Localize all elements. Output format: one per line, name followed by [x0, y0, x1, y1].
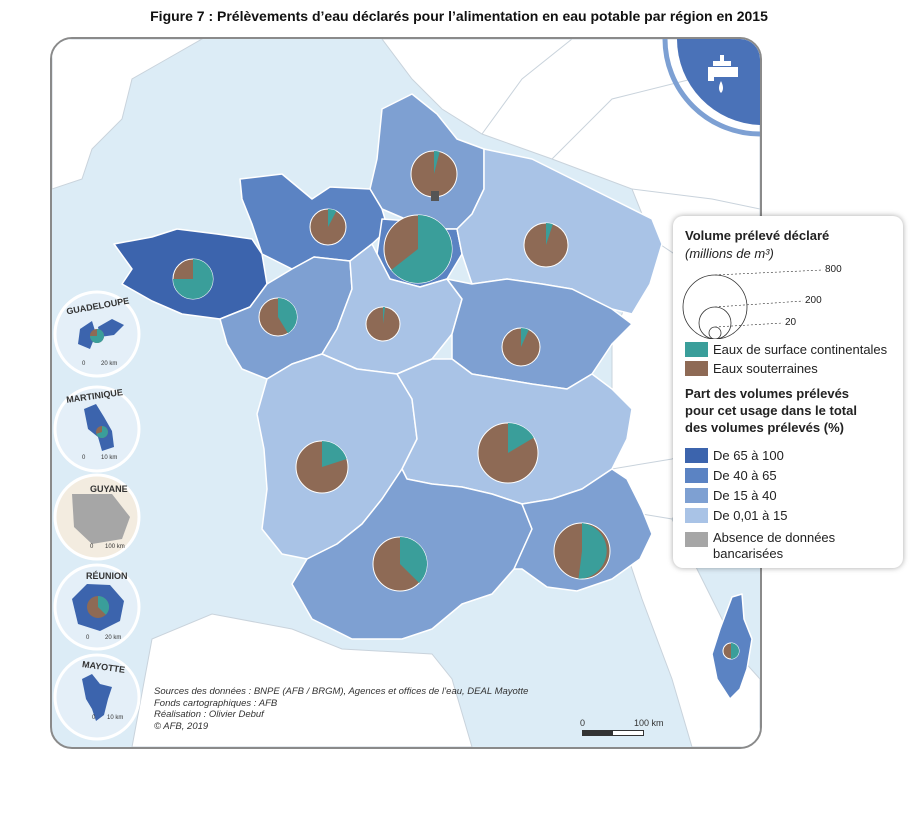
inset-scale-start: 0 — [82, 455, 86, 461]
scale-end: 100 km — [634, 718, 664, 728]
inset-scale-start: 0 — [86, 635, 90, 641]
legend-share-title-1: Part des volumes prélevés — [685, 386, 850, 401]
pie-grand-est — [523, 222, 569, 268]
legend-swatch-ground — [685, 361, 708, 376]
inset-scale-martinique: 0 10 km — [82, 455, 117, 461]
legend-share-title-3: des volumes prélevés (%) — [685, 420, 844, 435]
inset-label-guyane: GUYANE — [90, 484, 128, 494]
legend: Volume prélevé déclaré (millions de m³) … — [673, 216, 903, 568]
pie-auvergne-rhone-alpes — [477, 422, 539, 484]
credit-copyright: © AFB, 2019 — [154, 720, 209, 732]
pie-corse — [722, 642, 740, 660]
country-border — [481, 39, 760, 470]
pie-hauts-de-france — [410, 150, 458, 201]
inset-scale-start: 0 — [92, 715, 96, 721]
legend-size-circles — [682, 269, 824, 339]
legend-no-data-2: bancarisées — [713, 546, 784, 561]
spain-land — [131, 613, 473, 747]
legend-class-40-65: De 40 à 65 — [713, 468, 777, 483]
pie-centre — [365, 306, 401, 342]
figure-title: Figure 7 : Prélèvements d’eau déclarés p… — [150, 8, 768, 24]
inset-label-reunion: RÉUNION — [86, 571, 128, 581]
legend-no-data-1: Absence de données — [713, 530, 836, 545]
pie-pays-de-la-loire — [258, 297, 298, 337]
tap-badge — [677, 39, 760, 125]
legend-class-15-40: De 15 à 40 — [713, 488, 777, 503]
inset-guadeloupe — [53, 290, 141, 378]
legend-volume-title: Volume prélevé déclaré — [685, 228, 830, 243]
scale-bar-line — [582, 730, 644, 736]
legend-class-65-100: De 65 à 100 — [713, 448, 784, 463]
inset-scale-end: 20 km — [101, 361, 118, 367]
inset-scale-end: 20 km — [105, 635, 122, 641]
inset-scale-end: 10 km — [101, 455, 118, 461]
legend-share-title-2: pour cet usage dans le total — [685, 403, 857, 418]
scale-start: 0 — [580, 718, 586, 728]
inset-martinique — [53, 385, 141, 473]
legend-swatch-no-data — [685, 532, 708, 547]
pie-occitanie — [372, 536, 428, 592]
pie-ile-de-france — [383, 214, 453, 284]
credit-author: Réalisation : Olivier Debuf — [154, 709, 264, 720]
inset-scale-end: 10 km — [107, 715, 124, 721]
credit-basemap: Fonds cartographiques : AFB — [154, 697, 278, 709]
legend-ground-label: Eaux souterraines — [713, 361, 818, 376]
inset-scale-end: 100 km — [105, 544, 125, 550]
credit-sources: Sources des données : BNPE (AFB / BRGM),… — [154, 686, 529, 697]
legend-swatch-surface — [685, 342, 708, 357]
inset-guyane — [53, 473, 141, 561]
pie-bourgogne-franche-comte — [501, 327, 541, 367]
inset-mayotte — [53, 653, 141, 741]
inset-scale-guadeloupe: 0 20 km — [82, 361, 117, 367]
legend-surface-label: Eaux de surface continentales — [713, 342, 888, 357]
map-canvas — [52, 39, 760, 747]
inset-scale-reunion: 0 20 km — [86, 635, 121, 641]
legend-size-200: 200 — [805, 295, 822, 306]
legend-class-001-15: De 0,01 à 15 — [713, 508, 788, 523]
inset-scale-start: 0 — [90, 544, 94, 550]
pie-nouvelle-aquitaine — [295, 440, 349, 494]
legend-volume-unit: (millions de m³) — [685, 246, 774, 261]
pie-normandie — [309, 208, 347, 246]
inset-scale-guyane: 0 100 km — [90, 544, 125, 550]
legend-swatch-001-15 — [685, 508, 708, 523]
water-tap-icon — [708, 55, 738, 93]
map-frame: GUADELOUPE MARTINIQUE GUYANE RÉUNION MAY… — [50, 37, 762, 749]
uk-land — [52, 39, 204, 190]
legend-size-800: 800 — [825, 264, 842, 275]
legend-swatch-40-65 — [685, 468, 708, 483]
legend-swatch-15-40 — [685, 488, 708, 503]
legend-size-20: 20 — [785, 317, 797, 328]
inset-scale-start: 0 — [82, 361, 86, 367]
pie-bretagne — [172, 258, 214, 300]
inset-scale-mayotte: 0 10 km — [92, 715, 123, 721]
pie-paca — [553, 522, 611, 580]
credits: Sources des données : BNPE (AFB / BRGM),… — [154, 686, 528, 732]
inset-reunion — [53, 563, 141, 651]
legend-swatch-65-100 — [685, 448, 708, 463]
